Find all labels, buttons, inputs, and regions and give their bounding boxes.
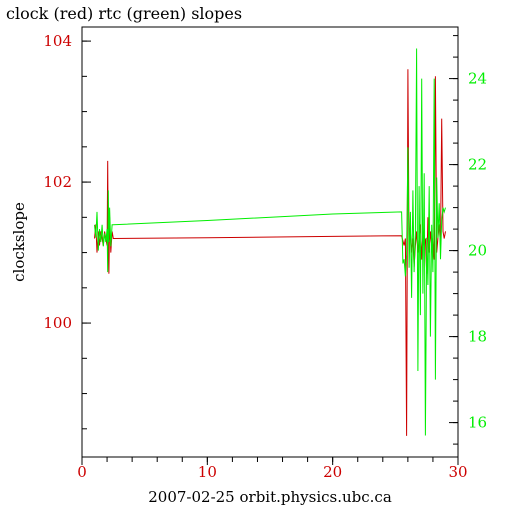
series-line-rtc: [94, 48, 446, 436]
y2-tick-label: 18: [468, 328, 487, 346]
y-tick-label: 100: [43, 314, 72, 332]
x-tick-label: 20: [323, 463, 342, 481]
x-tick-label: 30: [448, 463, 467, 481]
x-tick-label: 0: [77, 463, 87, 481]
chart-title: clock (red) rtc (green) slopes: [6, 4, 242, 23]
plot-frame: [81, 26, 459, 458]
y2-tick-label: 16: [468, 414, 487, 432]
y2-tick-label: 20: [468, 242, 487, 260]
y-tick-label: 102: [43, 173, 72, 191]
x-axis-label: 2007-02-25 orbit.physics.ubc.ca: [148, 488, 392, 506]
axis-ticks: 0 10 20 30 100 102 104 16 18 20 22 24: [43, 32, 487, 481]
series-line-clock: [94, 69, 446, 436]
x-tick-label: 10: [198, 463, 217, 481]
y2-tick-label: 22: [468, 156, 487, 174]
y2-tick-label: 24: [468, 70, 487, 88]
y-axis-label: clockslope: [10, 202, 28, 282]
y-tick-label: 104: [43, 32, 72, 50]
series-layer: [94, 48, 446, 436]
